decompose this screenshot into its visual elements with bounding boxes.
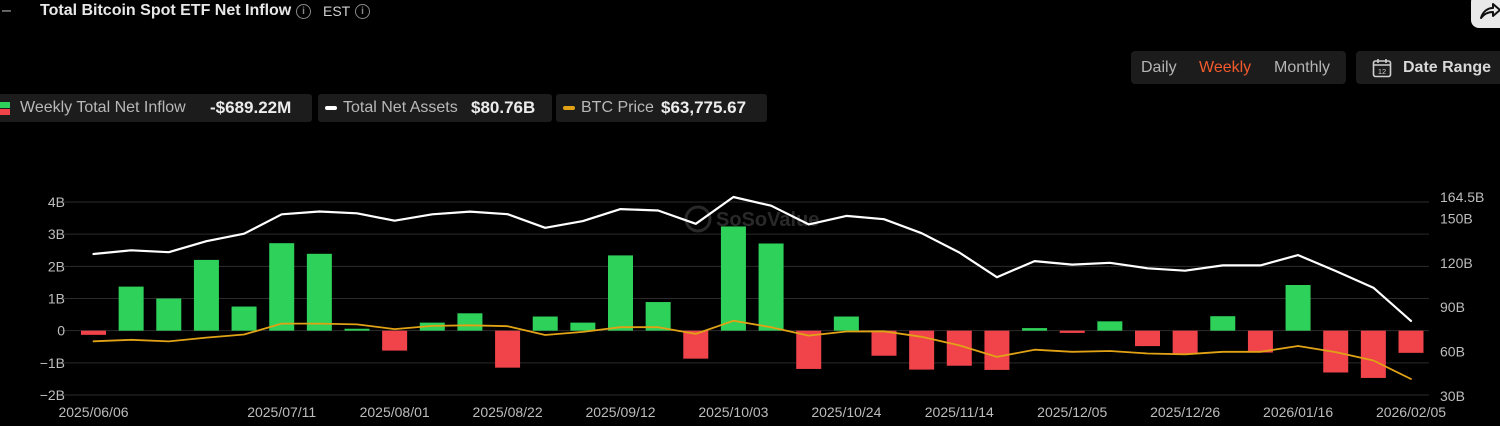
price-label: BTC Price bbox=[581, 99, 654, 116]
inflow-bar bbox=[457, 313, 483, 331]
left-tick-label: 0 bbox=[57, 323, 65, 339]
date-range-label: Date Range bbox=[1403, 59, 1492, 76]
inflow-bar bbox=[570, 322, 596, 331]
inflow-bar bbox=[758, 243, 784, 331]
inflow-bar bbox=[683, 330, 709, 359]
inflow-bar bbox=[344, 328, 370, 331]
inflow-bar bbox=[193, 259, 219, 331]
date-range-button[interactable]: 12 Date Range bbox=[1356, 51, 1500, 84]
right-axis: 164.5B 150B 120B 90B 60B 30B bbox=[1440, 189, 1484, 404]
inflow-bar bbox=[833, 316, 859, 331]
inflow-bar bbox=[984, 330, 1010, 370]
inflow-bar bbox=[1022, 328, 1048, 331]
inflow-bar bbox=[1135, 330, 1160, 347]
period-selector: Daily Weekly Monthly bbox=[1131, 51, 1346, 84]
inflow-bar bbox=[231, 306, 257, 331]
x-tick-label: 2025/12/05 bbox=[1037, 404, 1107, 420]
inflow-bar bbox=[1059, 330, 1085, 333]
left-tick-label: 2B bbox=[48, 258, 65, 274]
legend-total-assets[interactable]: Total Net Assets $80.76B bbox=[318, 94, 552, 122]
inflow-bar bbox=[495, 330, 521, 368]
total-assets-line bbox=[92, 195, 1413, 322]
inflow-bar bbox=[796, 330, 822, 369]
calendar-day: 12 bbox=[1378, 67, 1386, 76]
x-tick-label: 2025/08/22 bbox=[473, 404, 543, 420]
series-lines bbox=[92, 195, 1413, 380]
left-tick-label: 4B bbox=[48, 194, 65, 210]
legend-btc-price[interactable]: BTC Price $63,775.67 bbox=[556, 94, 767, 122]
right-tick-label: 60B bbox=[1440, 344, 1465, 360]
right-tick-label: 120B bbox=[1440, 255, 1473, 271]
x-tick-label: 2025/09/12 bbox=[585, 404, 655, 420]
assets-swatch bbox=[325, 106, 337, 110]
timezone-label: EST bbox=[323, 3, 351, 19]
watermark-text: SoSoValue bbox=[716, 209, 819, 231]
period-daily[interactable]: Daily bbox=[1141, 59, 1177, 76]
inflow-bar bbox=[306, 253, 332, 331]
assets-value: $80.76B bbox=[471, 98, 536, 117]
right-tick-label: 164.5B bbox=[1440, 189, 1484, 205]
inflow-bar bbox=[1097, 321, 1123, 331]
period-monthly[interactable]: Monthly bbox=[1274, 59, 1331, 76]
x-tick-label: 2026/02/05 bbox=[1376, 404, 1446, 420]
inflow-bar bbox=[269, 243, 295, 331]
assets-label: Total Net Assets bbox=[343, 99, 458, 116]
top-bar: – Total Bitcoin Spot ETF Net Inflow i ES… bbox=[0, 0, 1500, 28]
chart-title: Total Bitcoin Spot ETF Net Inflow bbox=[40, 2, 292, 19]
calendar-icon: 12 bbox=[1372, 59, 1392, 78]
inflow-value: -$689.22M bbox=[210, 98, 292, 117]
inflow-bar bbox=[1285, 284, 1311, 331]
inflow-bar bbox=[1247, 330, 1273, 353]
x-tick-label: 2025/07/11 bbox=[247, 404, 316, 420]
inflow-bar bbox=[1360, 330, 1386, 378]
info-icon[interactable]: i bbox=[296, 4, 311, 19]
share-icon bbox=[1480, 3, 1500, 19]
inflow-bar bbox=[1398, 330, 1424, 353]
inflow-label: Weekly Total Net Inflow bbox=[20, 99, 186, 116]
inflow-bar bbox=[645, 302, 671, 331]
right-tick-label: 150B bbox=[1440, 210, 1473, 226]
left-axis: 4B 3B 2B 1B 0 −1B −2B bbox=[40, 194, 66, 403]
collapse-icon[interactable]: – bbox=[2, 2, 11, 19]
x-tick-label: 2025/08/01 bbox=[360, 404, 430, 420]
x-tick-label: 2026/01/16 bbox=[1263, 404, 1333, 420]
watermark: SoSoValue bbox=[684, 205, 819, 233]
x-axis: 2025/06/06 2025/07/11 2025/08/01 2025/08/22… bbox=[58, 404, 1446, 420]
inflow-bar bbox=[532, 316, 558, 331]
inflow-bar bbox=[871, 330, 897, 356]
left-tick-label: −1B bbox=[40, 355, 65, 371]
left-tick-label: 3B bbox=[48, 226, 65, 242]
left-tick-label: 1B bbox=[48, 291, 65, 307]
inflow-bar bbox=[720, 226, 746, 331]
inflow-bar bbox=[382, 330, 408, 351]
right-tick-label: 30B bbox=[1440, 388, 1465, 404]
x-tick-label: 2025/10/24 bbox=[811, 404, 881, 420]
price-value: $63,775.67 bbox=[661, 98, 747, 117]
inflow-bar bbox=[118, 286, 144, 331]
share-button[interactable] bbox=[1471, 0, 1500, 28]
inflow-bar bbox=[1172, 330, 1198, 355]
x-tick-label: 2025/10/03 bbox=[698, 404, 768, 420]
legend-net-inflow[interactable]: Weekly Total Net Inflow -$689.22M bbox=[0, 94, 312, 122]
right-tick-label: 90B bbox=[1440, 299, 1465, 315]
inflow-bar bbox=[156, 298, 182, 331]
x-tick-label: 2025/06/06 bbox=[58, 404, 128, 420]
left-tick-label: −2B bbox=[40, 387, 65, 403]
x-tick-label: 2025/11/14 bbox=[925, 404, 994, 420]
timezone-info-icon[interactable]: i bbox=[355, 4, 370, 19]
price-swatch bbox=[563, 106, 575, 110]
period-weekly[interactable]: Weekly bbox=[1199, 59, 1252, 76]
inflow-bar bbox=[1210, 316, 1236, 331]
x-tick-label: 2025/12/26 bbox=[1150, 404, 1220, 420]
inflow-bar bbox=[81, 330, 106, 335]
inflow-bar bbox=[608, 255, 633, 331]
inflow-bars bbox=[81, 226, 1424, 378]
btc-price-line bbox=[92, 319, 1412, 380]
